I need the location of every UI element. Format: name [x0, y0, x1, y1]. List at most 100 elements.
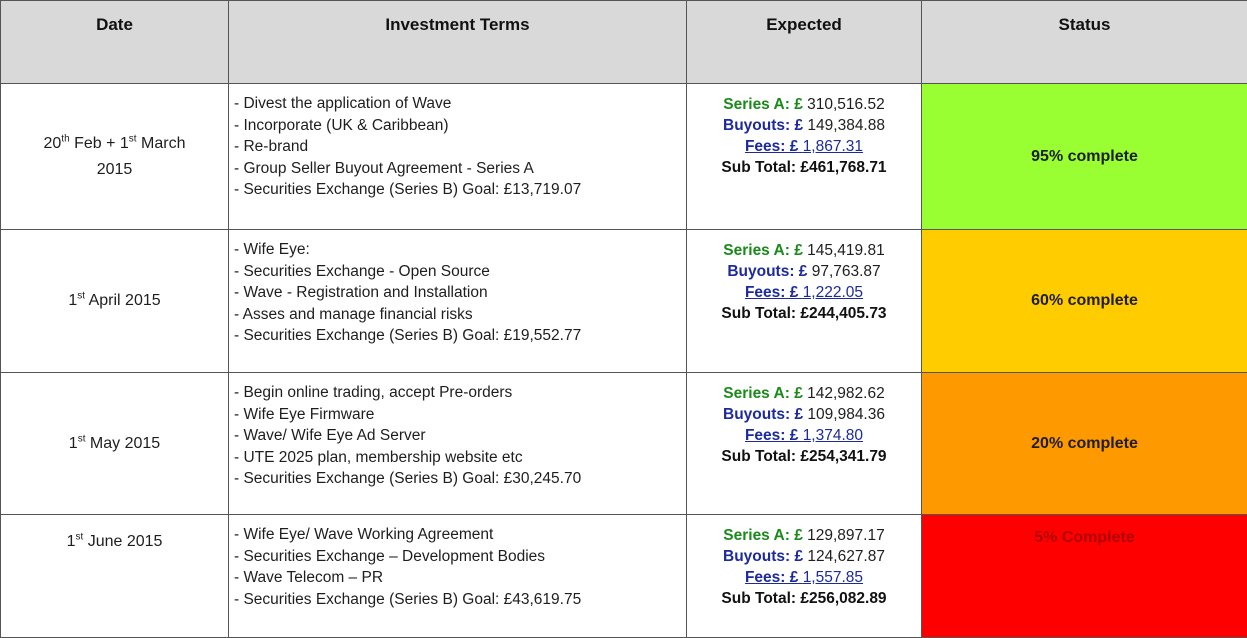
- buyouts-value: 109,984.36: [807, 406, 885, 423]
- series-a-value: 145,419.81: [807, 242, 885, 259]
- term-item: - Asses and manage financial risks: [234, 304, 686, 326]
- buyouts-value: 149,384.88: [807, 117, 885, 134]
- fees-label: Fees: £: [745, 138, 798, 155]
- terms-cell: - Wife Eye/ Wave Working Agreement - Sec…: [229, 515, 687, 638]
- table-row: 1st June 2015 - Wife Eye/ Wave Working A…: [1, 515, 1247, 638]
- term-item: - Wave - Registration and Installation: [234, 282, 686, 304]
- series-a-value: 142,982.62: [807, 385, 885, 402]
- fees-label: Fees: £: [745, 569, 798, 586]
- date-text: Feb + 1: [70, 135, 129, 152]
- sub-total-line: Sub Total: £256,082.89: [687, 588, 921, 609]
- date-cell: 1st April 2015: [1, 230, 229, 373]
- date-text: 1: [68, 292, 77, 309]
- expected-cell: Series A: £ 142,982.62 Buyouts: £ 109,98…: [687, 373, 922, 515]
- fees-line: Fees: £ 1,867.31: [687, 136, 921, 157]
- fees-line: Fees: £ 1,222.05: [687, 282, 921, 303]
- term-item: - Divest the application of Wave: [234, 93, 686, 115]
- status-label: 5% Complete: [1034, 529, 1134, 546]
- status-label: 20% complete: [1031, 435, 1138, 452]
- sub-total-label: Sub Total:: [721, 448, 796, 465]
- sub-total-label: Sub Total:: [721, 590, 796, 607]
- status-cell: 20% complete: [922, 373, 1247, 515]
- sub-total-value: £256,082.89: [800, 590, 886, 607]
- sub-total-line: Sub Total: £461,768.71: [687, 157, 921, 178]
- buyouts-label: Buyouts: £: [723, 117, 803, 134]
- sub-total-label: Sub Total:: [721, 305, 796, 322]
- terms-cell: - Wife Eye: - Securities Exchange - Open…: [229, 230, 687, 373]
- term-item: - Securities Exchange – Development Bodi…: [234, 546, 686, 568]
- sub-total-line: Sub Total: £254,341.79: [687, 446, 921, 467]
- date-text: March: [137, 135, 186, 152]
- term-item: - Securities Exchange - Open Source: [234, 261, 686, 283]
- term-item: - Re-brand: [234, 136, 686, 158]
- fees-value: 1,867.31: [803, 138, 863, 155]
- term-item: - Begin online trading, accept Pre-order…: [234, 382, 686, 404]
- buyouts-value: 97,763.87: [812, 263, 881, 280]
- date-text: April 2015: [85, 292, 161, 309]
- table-row: 1st May 2015 - Begin online trading, acc…: [1, 373, 1247, 515]
- date-cell: 20th Feb + 1st March 2015: [1, 84, 229, 230]
- date-year: 2015: [97, 161, 133, 178]
- fees-value: 1,222.05: [803, 284, 863, 301]
- buyouts-label: Buyouts: £: [723, 548, 803, 565]
- table-row: 1st April 2015 - Wife Eye: - Securities …: [1, 230, 1247, 373]
- buyouts-line: Buyouts: £ 124,627.87: [687, 546, 921, 567]
- header-investment-terms: Investment Terms: [229, 1, 687, 84]
- term-item: - Securities Exchange (Series B) Goal: £…: [234, 179, 686, 201]
- series-a-label: Series A: £: [723, 242, 803, 259]
- date-text: 20: [44, 135, 62, 152]
- term-item: - UTE 2025 plan, membership website etc: [234, 447, 686, 469]
- series-a-value: 129,897.17: [807, 527, 885, 544]
- status-label: 95% complete: [1031, 148, 1138, 165]
- term-item: - Wave/ Wife Eye Ad Server: [234, 425, 686, 447]
- status-cell: 95% complete: [922, 84, 1247, 230]
- terms-cell: - Divest the application of Wave - Incor…: [229, 84, 687, 230]
- sub-total-value: £244,405.73: [800, 305, 886, 322]
- series-a-label: Series A: £: [723, 96, 803, 113]
- date-cell: 1st May 2015: [1, 373, 229, 515]
- date-suffix: th: [61, 133, 69, 144]
- series-a-value: 310,516.52: [807, 96, 885, 113]
- buyouts-line: Buyouts: £ 149,384.88: [687, 115, 921, 136]
- term-item: - Incorporate (UK & Caribbean): [234, 115, 686, 137]
- date-suffix: st: [77, 291, 85, 302]
- table-row: 20th Feb + 1st March 2015 - Divest the a…: [1, 84, 1247, 230]
- buyouts-label: Buyouts: £: [723, 406, 803, 423]
- series-a-label: Series A: £: [723, 385, 803, 402]
- term-item: - Securities Exchange (Series B) Goal: £…: [234, 468, 686, 490]
- buyouts-line: Buyouts: £ 109,984.36: [687, 404, 921, 425]
- date-text: May 2015: [85, 435, 160, 452]
- buyouts-value: 124,627.87: [807, 548, 885, 565]
- term-item: - Wave Telecom – PR: [234, 567, 686, 589]
- series-a-label: Series A: £: [723, 527, 803, 544]
- series-a-line: Series A: £ 310,516.52: [687, 94, 921, 115]
- term-item: - Securities Exchange (Series B) Goal: £…: [234, 589, 686, 611]
- date-text: June 2015: [83, 533, 162, 550]
- date-cell: 1st June 2015: [1, 515, 229, 638]
- term-item: - Wife Eye:: [234, 239, 686, 261]
- expected-cell: Series A: £ 129,897.17 Buyouts: £ 124,62…: [687, 515, 922, 638]
- fees-line: Fees: £ 1,557.85: [687, 567, 921, 588]
- series-a-line: Series A: £ 145,419.81: [687, 240, 921, 261]
- term-item: - Securities Exchange (Series B) Goal: £…: [234, 325, 686, 347]
- term-item: - Group Seller Buyout Agreement - Series…: [234, 158, 686, 180]
- sub-total-label: Sub Total:: [721, 159, 796, 176]
- header-status: Status: [922, 1, 1247, 84]
- series-a-line: Series A: £ 129,897.17: [687, 525, 921, 546]
- status-label: 60% complete: [1031, 292, 1138, 309]
- fees-value: 1,374.80: [803, 427, 863, 444]
- term-item: - Wife Eye Firmware: [234, 404, 686, 426]
- status-cell: 60% complete: [922, 230, 1247, 373]
- fees-label: Fees: £: [745, 284, 798, 301]
- expected-cell: Series A: £ 145,419.81 Buyouts: £ 97,763…: [687, 230, 922, 373]
- fees-label: Fees: £: [745, 427, 798, 444]
- status-cell: 5% Complete: [922, 515, 1247, 638]
- header-expected: Expected: [687, 1, 922, 84]
- buyouts-line: Buyouts: £ 97,763.87: [687, 261, 921, 282]
- date-suffix: st: [129, 133, 137, 144]
- fees-line: Fees: £ 1,374.80: [687, 425, 921, 446]
- series-a-line: Series A: £ 142,982.62: [687, 383, 921, 404]
- header-row: Date Investment Terms Expected Status: [1, 1, 1247, 84]
- expected-cell: Series A: £ 310,516.52 Buyouts: £ 149,38…: [687, 84, 922, 230]
